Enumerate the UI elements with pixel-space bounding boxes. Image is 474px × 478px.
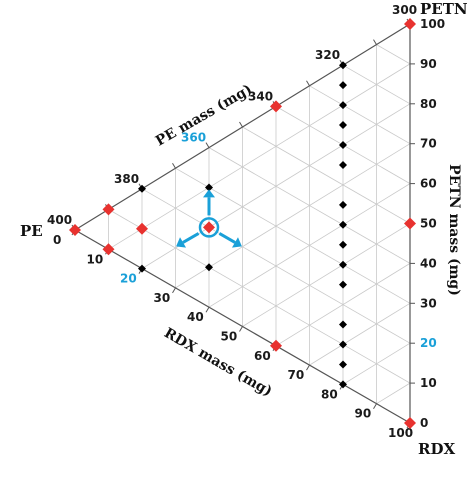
grid-line (376, 382, 411, 405)
black-marker (138, 184, 146, 193)
tick-mark (306, 80, 310, 87)
red-marker (203, 221, 215, 234)
petn-tick-label: 40 (420, 256, 437, 270)
black-marker-series (71, 61, 347, 389)
grid-line (175, 143, 411, 289)
rdx-tick-label: 10 (87, 252, 104, 266)
petn-tick-label: 80 (420, 97, 437, 111)
black-marker (339, 81, 347, 90)
grid-line (242, 126, 411, 224)
black-marker (339, 280, 347, 289)
pe-axis-ticks: 320 340 360 380 400 300 (47, 3, 417, 227)
pe-tick-label: 300 (392, 3, 417, 17)
petn-tick-label: 60 (420, 177, 437, 191)
red-marker (404, 217, 416, 230)
tick-mark (373, 39, 377, 45)
black-marker (339, 220, 347, 229)
tick-mark (239, 121, 243, 128)
red-marker (270, 339, 282, 352)
rdx-tick-label: 60 (254, 349, 271, 363)
rdx-tick-label: 100 (388, 426, 413, 440)
black-marker (339, 141, 347, 149)
petn-axis-title: PETN mass (mg) (446, 164, 462, 296)
black-marker (339, 61, 347, 70)
black-marker (205, 183, 213, 192)
tick-mark (172, 287, 176, 294)
petn-tick-label: 90 (420, 57, 437, 71)
rdx-tick-label: 30 (154, 291, 171, 305)
petn-tick-label: 10 (420, 376, 437, 390)
tick-marks (71, 18, 415, 429)
rdx-tick-label: 50 (221, 330, 238, 344)
grid-line (242, 223, 411, 327)
black-marker (339, 360, 347, 369)
pe-tick-label: 400 (47, 213, 72, 227)
petn-tick-label: 20 (420, 336, 437, 350)
black-marker (339, 380, 347, 389)
corner-label-petn: PETN (420, 0, 468, 18)
pe-tick-label: 380 (114, 172, 139, 186)
red-marker (102, 203, 115, 216)
petn-tick-label: 100 (420, 17, 445, 31)
rdx-tick-label: 20 (120, 272, 137, 286)
red-marker (102, 243, 115, 256)
black-marker (339, 200, 347, 209)
red-marker-series (69, 18, 416, 429)
red-marker (270, 100, 282, 113)
black-marker (205, 263, 213, 272)
pe-tick-label: 340 (248, 89, 273, 103)
black-marker (339, 340, 347, 349)
annotation-arrow-shaft (218, 232, 236, 244)
tick-mark (172, 162, 176, 169)
annotation-arrow-head (176, 237, 187, 248)
tick-mark (239, 326, 243, 332)
black-marker (339, 160, 347, 169)
petn-axis-ticks: 0 10 20 30 40 50 60 70 80 90 100 (420, 17, 445, 430)
rdx-tick-label: 70 (288, 368, 305, 382)
grid-line (108, 63, 411, 250)
annotation-ring (198, 217, 220, 238)
grid-line (175, 167, 411, 304)
red-marker (136, 222, 148, 235)
pe-tick-label: 320 (315, 48, 340, 62)
petn-tick-label: 30 (420, 296, 437, 310)
tick-mark (306, 364, 310, 371)
corner-label-rdx: RDX (418, 440, 455, 458)
black-marker (339, 320, 347, 329)
pe-tick-label: 360 (181, 131, 206, 145)
black-marker (339, 240, 347, 249)
rdx-tick-label: 0 (53, 233, 61, 247)
grid-line (309, 302, 411, 366)
petn-tick-label: 70 (420, 137, 437, 151)
rdx-axis-ticks: 0 10 20 30 40 50 60 70 80 90 100 (53, 233, 413, 440)
tick-mark (373, 403, 377, 409)
rdx-tick-label: 40 (187, 310, 204, 324)
grid-line (309, 85, 411, 145)
tick-mark (205, 142, 210, 148)
annotation-arrow-head (203, 189, 215, 198)
corner-label-pe: PE (20, 222, 43, 240)
annotation-layer (176, 189, 242, 248)
black-marker (339, 260, 347, 269)
annotation-arrow-head (231, 237, 242, 248)
petn-tick-label: 0 (420, 416, 428, 430)
petn-tick-label: 50 (420, 217, 437, 231)
tick-mark (205, 306, 210, 313)
rdx-tick-label: 90 (355, 407, 372, 421)
black-marker (339, 101, 347, 110)
red-marker (404, 417, 416, 429)
red-marker (404, 18, 416, 30)
grid-line (108, 209, 411, 384)
rdx-tick-label: 80 (321, 387, 338, 401)
annotation-arrow-shaft (182, 232, 200, 244)
grid-line (376, 44, 411, 65)
black-marker (138, 264, 146, 273)
red-marker (69, 224, 81, 236)
black-marker (339, 121, 347, 130)
